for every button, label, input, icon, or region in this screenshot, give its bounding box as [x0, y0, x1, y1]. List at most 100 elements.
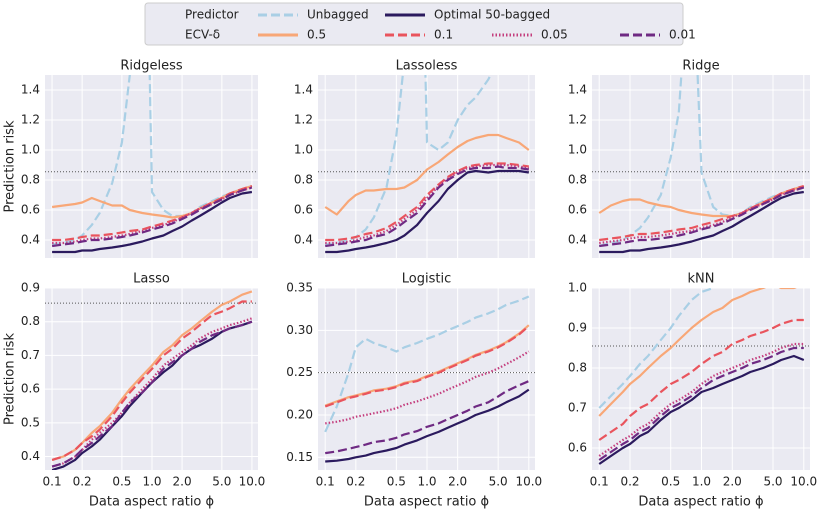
x-tick-label: 2.0 — [448, 475, 467, 489]
x-axis-label: Data aspect ratio ϕ — [364, 495, 489, 510]
series-line — [598, 318, 804, 441]
x-tick-label: 0.1 — [590, 475, 609, 489]
y-tick-label: 0.6 — [21, 382, 40, 396]
panel-title: Logistic — [402, 272, 451, 287]
y-tick-label: 0.25 — [286, 365, 313, 379]
legend-label: 0.5 — [307, 28, 326, 42]
x-tick-label: 0.1 — [316, 475, 335, 489]
series-line — [324, 325, 530, 408]
x-tick-label: 1.0 — [142, 475, 161, 489]
y-tick-label: 0.8 — [21, 173, 40, 187]
y-tick-label: 0.6 — [568, 441, 587, 455]
series-line — [325, 388, 530, 463]
series-group — [51, 75, 253, 254]
x-tick-label: 5.0 — [212, 475, 231, 489]
series-group — [324, 295, 530, 463]
series-line — [51, 75, 253, 246]
legend-label: Optimal 50-bagged — [434, 8, 550, 22]
series-line — [598, 354, 805, 465]
y-tick-label: 0.8 — [294, 173, 313, 187]
x-tick-label: 0.5 — [112, 475, 131, 489]
y-tick-label: 1.2 — [294, 113, 313, 127]
x-tick-label: 10.0 — [239, 475, 266, 489]
series-group — [324, 75, 530, 254]
y-tick-label: 0.7 — [21, 348, 40, 362]
x-tick-label: 0.2 — [73, 475, 92, 489]
legend-label: Unbagged — [307, 8, 369, 22]
x-tick-label: 1.0 — [417, 475, 436, 489]
series-group — [598, 75, 805, 254]
series-line — [325, 380, 530, 455]
x-tick-label: 2.0 — [173, 475, 192, 489]
y-tick-label: 1.2 — [21, 113, 40, 127]
legend-label: 0.01 — [669, 28, 696, 42]
y-tick-label: 1.0 — [568, 143, 587, 157]
y-tick-label: 1.4 — [21, 83, 40, 97]
x-tick-label: 5.0 — [763, 475, 782, 489]
series-line — [52, 184, 253, 242]
y-tick-label: 0.6 — [21, 203, 40, 217]
x-tick-label: 5.0 — [489, 475, 508, 489]
y-tick-label: 0.5 — [21, 415, 40, 429]
series-line — [599, 186, 805, 248]
panel-title: kNN — [688, 272, 715, 287]
series-line — [324, 133, 530, 216]
series-line — [52, 190, 253, 254]
x-tick-label: 0.5 — [387, 475, 406, 489]
y-axis-label: Prediction risk — [3, 120, 18, 212]
series-group — [51, 290, 253, 470]
series-line — [325, 169, 529, 254]
x-tick-label: 10.0 — [515, 475, 542, 489]
panel-title: Ridge — [682, 59, 719, 74]
plot-area — [318, 288, 535, 470]
y-tick-label: 0.8 — [568, 361, 587, 375]
series-line — [598, 346, 804, 461]
x-tick-label: 0.2 — [346, 475, 365, 489]
series-line — [51, 186, 253, 248]
series-line — [325, 162, 529, 242]
y-axis-label: Prediction risk — [3, 333, 18, 425]
x-tick-label: 0.1 — [43, 475, 62, 489]
panel-title: Lassoless — [396, 59, 458, 74]
y-tick-label: 0.35 — [286, 281, 313, 295]
y-tick-label: 1.0 — [294, 143, 313, 157]
legend-label: 0.05 — [541, 28, 568, 42]
series-line — [325, 165, 529, 248]
y-tick-label: 1.4 — [568, 83, 587, 97]
y-tick-label: 1.0 — [21, 143, 40, 157]
series-line — [51, 300, 252, 461]
series-line — [325, 75, 492, 246]
series-line — [598, 75, 805, 248]
y-tick-label: 1.0 — [568, 281, 587, 295]
legend-header: Predictor — [185, 8, 239, 22]
y-tick-label: 0.8 — [21, 314, 40, 328]
panel-title: Ridgeless — [120, 59, 183, 74]
panel-title: Lasso — [133, 272, 170, 287]
x-tick-label: 0.5 — [661, 475, 680, 489]
series-line — [51, 320, 253, 468]
y-tick-label: 0.4 — [21, 449, 40, 463]
y-tick-label: 1.4 — [294, 83, 313, 97]
y-tick-label: 0.9 — [21, 281, 40, 295]
series-line — [599, 190, 804, 254]
y-tick-label: 0.9 — [568, 321, 587, 335]
series-line — [599, 184, 805, 242]
legend-header: ECV-δ — [185, 28, 220, 42]
series-line — [325, 163, 529, 245]
y-tick-label: 0.4 — [294, 233, 313, 247]
y-tick-label: 0.6 — [568, 203, 587, 217]
series-line — [324, 295, 530, 433]
series-line — [598, 288, 797, 417]
series-line — [325, 350, 530, 425]
y-tick-label: 0.15 — [286, 450, 313, 464]
x-tick-label: 1.0 — [692, 475, 711, 489]
series-line — [598, 342, 804, 457]
y-tick-label: 0.30 — [286, 323, 313, 337]
series-group — [598, 288, 805, 465]
y-tick-label: 1.2 — [568, 113, 587, 127]
y-tick-label: 0.6 — [294, 203, 313, 217]
y-tick-label: 0.20 — [286, 407, 313, 421]
y-tick-label: 0.4 — [568, 233, 587, 247]
x-tick-label: 10.0 — [790, 475, 817, 489]
